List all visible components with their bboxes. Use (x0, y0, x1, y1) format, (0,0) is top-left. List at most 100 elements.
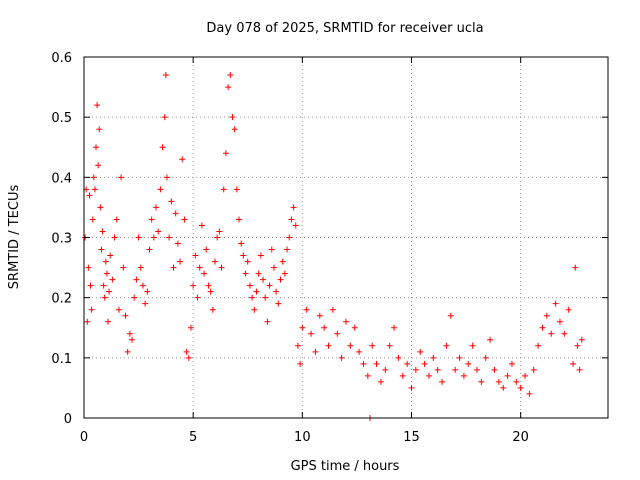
data-point (135, 234, 142, 241)
data-point (231, 126, 238, 133)
data-point (187, 324, 194, 331)
data-point (270, 264, 277, 271)
data-point (447, 312, 454, 319)
data-point (316, 312, 323, 319)
data-point (177, 258, 184, 265)
data-point (102, 258, 109, 265)
data-point (504, 372, 511, 379)
data-point (107, 252, 114, 259)
data-point (133, 276, 140, 283)
data-point (578, 336, 585, 343)
data-point (227, 72, 234, 79)
data-point (364, 372, 371, 379)
data-point (129, 336, 136, 343)
data-point (205, 282, 212, 289)
data-point (292, 222, 299, 229)
data-point (225, 84, 232, 91)
data-point (203, 246, 210, 253)
data-point (369, 342, 376, 349)
data-point (93, 144, 100, 151)
data-point (417, 348, 424, 355)
data-point (90, 174, 97, 181)
data-point (260, 276, 267, 283)
data-point (522, 372, 529, 379)
data-point (122, 312, 129, 319)
data-point (222, 150, 229, 157)
data-point (574, 342, 581, 349)
data-point (325, 342, 332, 349)
data-point (408, 384, 415, 391)
data-point (268, 246, 275, 253)
data-point (98, 246, 105, 253)
data-point (155, 228, 162, 235)
data-point (162, 72, 169, 79)
data-point (153, 204, 160, 211)
data-point (181, 216, 188, 223)
data-point (308, 330, 315, 337)
data-point (556, 318, 563, 325)
data-point (264, 318, 271, 325)
data-point (535, 342, 542, 349)
data-point (343, 318, 349, 325)
data-point (113, 216, 120, 223)
data-point (91, 186, 98, 193)
data-point (303, 306, 310, 313)
data-point (399, 372, 406, 379)
y-tick-label: 0.3 (51, 232, 72, 247)
data-point (539, 324, 546, 331)
data-point (214, 234, 221, 241)
data-point (137, 264, 144, 271)
y-tick-label: 0.2 (51, 292, 72, 307)
data-point (395, 354, 402, 361)
data-point (548, 330, 555, 337)
data-point (452, 366, 459, 373)
data-point (257, 252, 264, 259)
data-point (246, 282, 253, 289)
data-point (329, 306, 336, 313)
data-point (148, 216, 155, 223)
data-point (513, 378, 520, 385)
x-axis-label: GPS time / hours (291, 459, 400, 474)
data-point (207, 288, 214, 295)
data-points (82, 72, 585, 421)
plot-frame (83, 56, 609, 419)
data-point (190, 282, 197, 289)
data-point (174, 240, 181, 247)
data-point (508, 360, 515, 367)
data-point (100, 282, 107, 289)
data-point (99, 228, 106, 235)
data-point (103, 270, 110, 277)
data-point (196, 264, 203, 271)
data-point (209, 306, 216, 313)
data-point (163, 174, 170, 181)
data-point (192, 252, 199, 259)
data-point (96, 126, 103, 133)
data-point (159, 144, 166, 151)
data-point (465, 360, 472, 367)
data-point (94, 102, 101, 109)
data-point (500, 384, 507, 391)
data-point (491, 366, 498, 373)
data-point (86, 192, 93, 199)
data-point (120, 264, 127, 271)
data-point (482, 354, 489, 361)
data-point (111, 234, 118, 241)
data-point (443, 342, 450, 349)
data-point (338, 354, 345, 361)
y-tick-label: 0.1 (51, 352, 72, 367)
data-point (526, 390, 533, 397)
data-point (570, 360, 577, 367)
data-point (170, 264, 177, 271)
data-point (198, 222, 205, 229)
data-point (439, 378, 446, 385)
data-point (434, 366, 441, 373)
data-point (244, 258, 251, 265)
data-point (425, 372, 432, 379)
data-point (412, 366, 419, 373)
data-point (279, 258, 286, 265)
data-point (212, 258, 218, 265)
data-point (89, 216, 96, 223)
data-point (275, 300, 282, 307)
data-point (179, 156, 186, 163)
data-point (161, 114, 168, 121)
